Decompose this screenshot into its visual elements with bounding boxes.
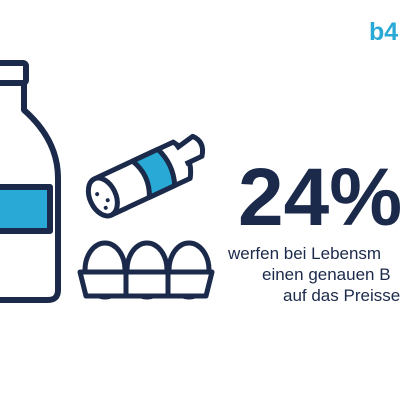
sausage-icon [85, 133, 206, 219]
body-line: auf das Preisse [283, 286, 400, 305]
logo: b4 [369, 18, 398, 46]
body-line: einen genauen B [262, 265, 391, 284]
bottle-icon [0, 60, 61, 303]
headline: 24% [238, 152, 400, 243]
eggs-icon [77, 240, 215, 300]
body-line: werfen bei Lebensm [227, 244, 381, 263]
